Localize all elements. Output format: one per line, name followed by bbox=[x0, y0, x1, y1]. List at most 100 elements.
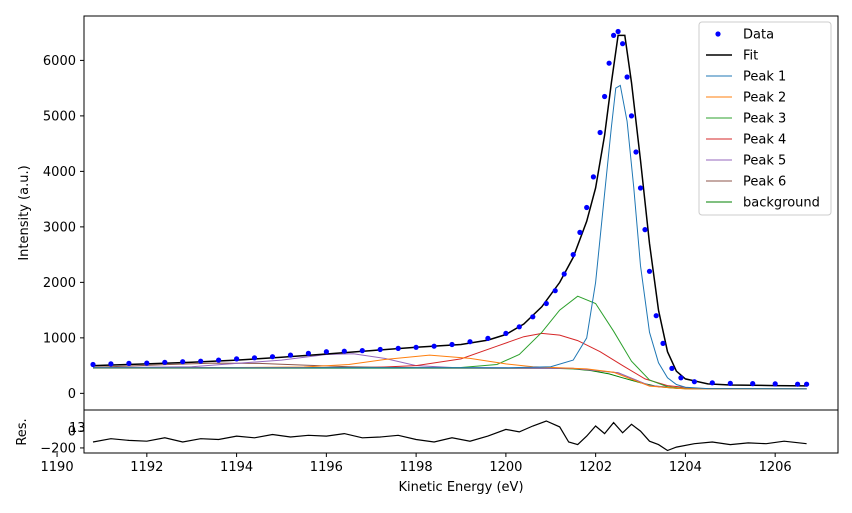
y-tick-label: 2000 bbox=[43, 276, 76, 291]
legend-label-data: Data bbox=[743, 28, 774, 43]
data-point bbox=[395, 345, 401, 351]
data-point bbox=[637, 185, 644, 191]
residual-overlap-label: 13 bbox=[69, 421, 86, 436]
residual-axes: 0−200 13 Res. 1190 1192 1194 1196 1198 1200 12… bbox=[15, 409, 839, 495]
data-point bbox=[602, 93, 608, 100]
series-line-peak-2 bbox=[92, 354, 807, 390]
data-point bbox=[642, 227, 648, 233]
x-tick-label: 1196 bbox=[310, 460, 343, 475]
data-point bbox=[552, 288, 558, 294]
data-point bbox=[620, 41, 626, 47]
data-point bbox=[653, 313, 659, 319]
legend-marker-data bbox=[715, 31, 721, 37]
data-point bbox=[341, 348, 347, 354]
data-point bbox=[216, 357, 222, 363]
y-tick-label: 0 bbox=[68, 387, 76, 402]
data-point bbox=[795, 381, 801, 387]
data-point bbox=[530, 314, 536, 320]
y-tick-label: 1000 bbox=[43, 331, 76, 346]
data-point bbox=[90, 361, 96, 368]
data-point bbox=[570, 252, 576, 258]
residual-y-axis-ticks: 0−200 bbox=[40, 425, 84, 456]
data-point bbox=[287, 352, 294, 358]
legend-label-peak-3: Peak 3 bbox=[743, 112, 786, 127]
data-point bbox=[561, 271, 567, 277]
data-point bbox=[467, 339, 473, 345]
data-point bbox=[577, 229, 583, 235]
data-point bbox=[269, 354, 276, 360]
data-point bbox=[646, 268, 653, 274]
y-tick-label: 3000 bbox=[43, 220, 76, 235]
data-point bbox=[144, 360, 150, 366]
data-point bbox=[727, 380, 733, 386]
legend-label-peak-1: Peak 1 bbox=[743, 70, 786, 85]
x-axis-ticks: 1190 1192 1194 1196 1198 1200 1202 1204 1206 bbox=[41, 453, 792, 475]
data-point bbox=[251, 355, 258, 361]
data-point bbox=[590, 174, 597, 180]
x-tick-label: 1206 bbox=[759, 460, 792, 475]
data-point bbox=[660, 340, 666, 346]
data-point bbox=[543, 300, 549, 307]
x-tick-label: 1202 bbox=[579, 460, 612, 475]
data-point bbox=[431, 343, 437, 349]
y-tick-label: 6000 bbox=[43, 54, 76, 69]
data-point bbox=[449, 341, 455, 348]
data-point bbox=[126, 360, 132, 366]
x-tick-label: 1192 bbox=[130, 460, 163, 475]
data-point bbox=[359, 348, 365, 354]
data-point bbox=[772, 381, 778, 387]
series-line-fit bbox=[92, 34, 807, 387]
data-point bbox=[584, 204, 590, 211]
data-point bbox=[606, 60, 612, 66]
data-point bbox=[709, 380, 715, 386]
y-tick-label: 5000 bbox=[43, 109, 76, 124]
residual-y-tick-label: −200 bbox=[40, 441, 76, 456]
main-axes: 0 1000 2000 3000 4000 5000 6000 Intensity (a.u… bbox=[17, 15, 839, 411]
data-point bbox=[628, 113, 635, 119]
data-point bbox=[108, 361, 114, 367]
x-tick-label: 1204 bbox=[669, 460, 702, 475]
data-point bbox=[198, 358, 204, 364]
x-axis-label: Kinetic Energy (eV) bbox=[398, 480, 523, 495]
series-line-peak-5 bbox=[92, 353, 807, 390]
data-point bbox=[597, 129, 603, 136]
data-point bbox=[615, 28, 621, 35]
main-plot-area bbox=[90, 28, 810, 390]
x-tick-label: 1198 bbox=[400, 460, 433, 475]
data-point bbox=[633, 149, 639, 155]
legend-label-peak-6: Peak 6 bbox=[743, 175, 786, 190]
data-point bbox=[305, 350, 311, 356]
series-line-residuals bbox=[92, 420, 807, 452]
legend-box bbox=[698, 21, 832, 216]
y-axis-ticks: 0 1000 2000 3000 4000 5000 6000 bbox=[43, 54, 84, 402]
data-point bbox=[234, 356, 240, 362]
legend-label-peak-5: Peak 5 bbox=[743, 154, 786, 169]
data-point bbox=[180, 359, 186, 365]
legend-label-peak-2: Peak 2 bbox=[743, 91, 786, 106]
residual-y-tick-label: 0 bbox=[68, 425, 76, 440]
x-tick-label: 1200 bbox=[489, 460, 522, 475]
legend: Data Fit Peak 1 Peak 2 Peak 3 Peak 4 Peak 5 Pea… bbox=[698, 21, 832, 216]
data-point bbox=[503, 330, 509, 336]
data-point bbox=[377, 346, 383, 353]
x-tick-label: 1194 bbox=[220, 460, 253, 475]
data-point bbox=[750, 381, 756, 387]
legend-label-peak-4: Peak 4 bbox=[743, 133, 786, 148]
data-point bbox=[611, 32, 617, 39]
legend-label-fit: Fit bbox=[743, 49, 758, 64]
series-line-peak-1 bbox=[93, 84, 807, 390]
data-point bbox=[678, 375, 684, 381]
data-point bbox=[162, 359, 168, 365]
legend-label-background: background bbox=[743, 196, 820, 211]
data-point bbox=[669, 365, 675, 371]
data-point bbox=[516, 324, 522, 330]
residual-plot-area bbox=[92, 420, 807, 452]
residual-y-axis-label: Res. bbox=[15, 418, 30, 445]
data-point bbox=[804, 381, 810, 387]
legend-entries: Data Fit Peak 1 Peak 2 Peak 3 Peak 4 Peak 5 Pea… bbox=[706, 28, 820, 211]
data-point bbox=[485, 335, 491, 341]
data-point bbox=[624, 74, 630, 80]
data-point bbox=[323, 349, 329, 355]
data-point bbox=[691, 379, 698, 385]
